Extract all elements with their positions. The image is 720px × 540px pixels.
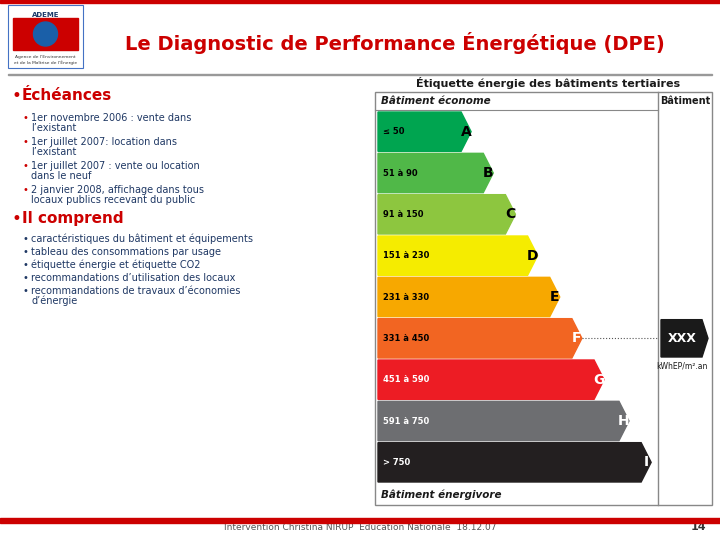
Text: Bâtiment énergivore: Bâtiment énergivore <box>381 490 502 500</box>
Text: d’énergie: d’énergie <box>31 296 77 307</box>
Text: 451 à 590: 451 à 590 <box>383 375 429 384</box>
Text: recommandations d’utilisation des locaux: recommandations d’utilisation des locaux <box>31 273 235 283</box>
Text: 591 à 750: 591 à 750 <box>383 416 429 426</box>
Text: •: • <box>22 286 28 296</box>
Circle shape <box>34 22 58 46</box>
Text: 1er novembre 2006 : vente dans: 1er novembre 2006 : vente dans <box>31 113 192 123</box>
Text: Bâtiment économe: Bâtiment économe <box>381 96 490 106</box>
Text: Échéances: Échéances <box>22 89 112 104</box>
Text: Le Diagnostic de Performance Énergétique (DPE): Le Diagnostic de Performance Énergétique… <box>125 32 665 54</box>
Text: G: G <box>593 373 605 387</box>
Text: A: A <box>461 125 472 139</box>
Text: 91 à 150: 91 à 150 <box>383 210 423 219</box>
Polygon shape <box>378 278 559 316</box>
Polygon shape <box>378 112 471 151</box>
Text: •: • <box>22 247 28 257</box>
Text: ≤ 50: ≤ 50 <box>383 127 405 136</box>
Text: Étiquette énergie des bâtiments tertiaires: Étiquette énergie des bâtiments tertiair… <box>416 77 680 89</box>
Polygon shape <box>378 360 604 400</box>
Text: 151 à 230: 151 à 230 <box>383 251 429 260</box>
Text: Agence de l'Environnement: Agence de l'Environnement <box>15 55 76 59</box>
Text: •: • <box>22 185 28 195</box>
Text: Bâtiment: Bâtiment <box>660 96 710 106</box>
Text: locaux publics recevant du public: locaux publics recevant du public <box>31 195 195 205</box>
Text: l’existant: l’existant <box>31 123 76 133</box>
Text: caractéristiques du bâtiment et équipements: caractéristiques du bâtiment et équipeme… <box>31 234 253 245</box>
Text: 2 janvier 2008, affichage dans tous: 2 janvier 2008, affichage dans tous <box>31 185 204 195</box>
Text: étiquette énergie et étiquette CO2: étiquette énergie et étiquette CO2 <box>31 260 200 271</box>
Polygon shape <box>661 320 708 357</box>
Bar <box>0 0 720 3</box>
Text: I: I <box>644 455 649 469</box>
Text: E: E <box>550 290 559 304</box>
Polygon shape <box>378 194 516 234</box>
Text: F: F <box>572 332 582 346</box>
Polygon shape <box>378 443 651 482</box>
Text: 1er juillet 2007 : vente ou location: 1er juillet 2007 : vente ou location <box>31 161 199 171</box>
Text: •: • <box>22 234 28 244</box>
Text: recommandations de travaux d’économies: recommandations de travaux d’économies <box>31 286 240 296</box>
Text: •: • <box>12 87 22 105</box>
Text: •: • <box>22 161 28 171</box>
Text: > 750: > 750 <box>383 458 410 467</box>
Polygon shape <box>378 153 493 193</box>
Bar <box>8 5 83 68</box>
Polygon shape <box>378 236 538 275</box>
Text: •: • <box>22 273 28 283</box>
Text: XXX: XXX <box>667 332 696 345</box>
Polygon shape <box>378 401 629 441</box>
Text: •: • <box>22 260 28 270</box>
Text: •: • <box>12 210 22 228</box>
Bar <box>8 74 712 75</box>
Text: et de la Maîtrise de l'Énergie: et de la Maîtrise de l'Énergie <box>14 60 77 65</box>
Text: 231 à 330: 231 à 330 <box>383 293 429 301</box>
Text: dans le neuf: dans le neuf <box>31 171 91 181</box>
Text: •: • <box>22 137 28 147</box>
Polygon shape <box>378 319 582 358</box>
Bar <box>0 518 720 523</box>
Text: 331 à 450: 331 à 450 <box>383 334 429 343</box>
Text: l’existant: l’existant <box>31 147 76 157</box>
Bar <box>13 18 78 50</box>
Text: Intervention Christina NIRUP  Education Nationale  18.12.07: Intervention Christina NIRUP Education N… <box>224 523 496 531</box>
Text: 51 à 90: 51 à 90 <box>383 168 418 178</box>
Text: kWhEP/m².an: kWhEP/m².an <box>657 361 708 370</box>
Text: H: H <box>618 414 630 428</box>
Text: •: • <box>22 113 28 123</box>
Text: C: C <box>505 207 516 221</box>
Text: 1er juillet 2007: location dans: 1er juillet 2007: location dans <box>31 137 177 147</box>
Text: B: B <box>483 166 494 180</box>
Text: 14: 14 <box>690 522 706 532</box>
Text: D: D <box>527 248 539 262</box>
Bar <box>375 92 712 505</box>
Text: ADEME: ADEME <box>32 12 59 18</box>
Text: Il comprend: Il comprend <box>22 212 124 226</box>
Text: tableau des consommations par usage: tableau des consommations par usage <box>31 247 221 257</box>
